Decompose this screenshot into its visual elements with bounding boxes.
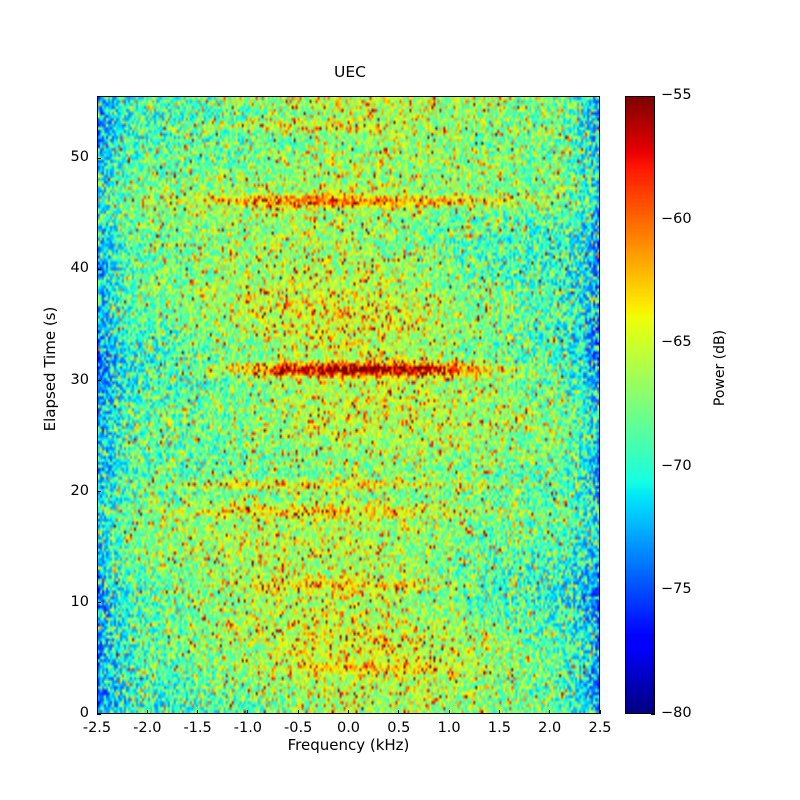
x-tick-label: 2.5: [588, 720, 612, 736]
colorbar: [625, 96, 655, 714]
x-tick-label: -2.5: [82, 720, 112, 736]
x-tick-mark: [197, 710, 199, 714]
colorbar-tick-label: −65: [661, 334, 692, 351]
colorbar-label: Power (dB): [712, 329, 728, 407]
spectrogram-plot-area: [97, 96, 600, 714]
x-tick-mark: [348, 710, 350, 714]
x-tick-mark: [96, 710, 98, 714]
y-tick-mark: [97, 602, 101, 604]
x-tick-mark: [498, 710, 500, 714]
x-axis-label: Frequency (kHz): [287, 736, 410, 754]
x-tick-mark: [146, 710, 148, 714]
x-tick-mark: [398, 710, 400, 714]
y-tick-label: 40: [70, 260, 89, 277]
y-tick-mark: [97, 491, 101, 493]
y-tick-mark: [97, 380, 101, 382]
y-tick-label: 10: [70, 593, 89, 610]
spectrogram-image: [98, 97, 599, 713]
x-tick-label: -0.5: [284, 720, 313, 736]
colorbar-tick-label: −55: [661, 87, 692, 103]
x-tick-label: -1.5: [183, 720, 212, 736]
x-tick-label: 0.0: [336, 720, 361, 736]
colorbar-tick-label: −70: [661, 457, 692, 474]
x-tick-label: -1.0: [233, 720, 263, 736]
colorbar-tick-label: −80: [661, 705, 692, 721]
y-axis-label: Elapsed Time (s): [41, 306, 59, 432]
y-tick-mark: [97, 713, 101, 715]
x-tick-mark: [549, 710, 551, 714]
x-tick-mark: [297, 710, 299, 714]
y-tick-label: 20: [70, 482, 89, 499]
x-tick-label: 0.5: [387, 720, 411, 736]
y-tick-label: 50: [70, 149, 89, 166]
x-tick-mark: [247, 710, 249, 714]
x-tick-mark: [599, 710, 601, 714]
colorbar-tick-mark: [651, 713, 655, 715]
colorbar-tick-label: −60: [661, 210, 692, 227]
title-line-1: UEC: [334, 63, 366, 81]
x-tick-label: -2.0: [133, 720, 162, 736]
colorbar-gradient: [626, 97, 654, 713]
x-tick-label: 1.5: [487, 720, 511, 736]
colorbar-tick-label: −75: [661, 581, 692, 598]
x-tick-label: 2.0: [538, 720, 562, 736]
y-tick-label: 0: [79, 705, 89, 721]
x-tick-label: 1.0: [437, 720, 461, 736]
y-tick-mark: [97, 268, 101, 270]
y-tick-mark: [97, 157, 101, 159]
y-tick-label: 30: [70, 371, 89, 388]
x-tick-mark: [448, 710, 450, 714]
